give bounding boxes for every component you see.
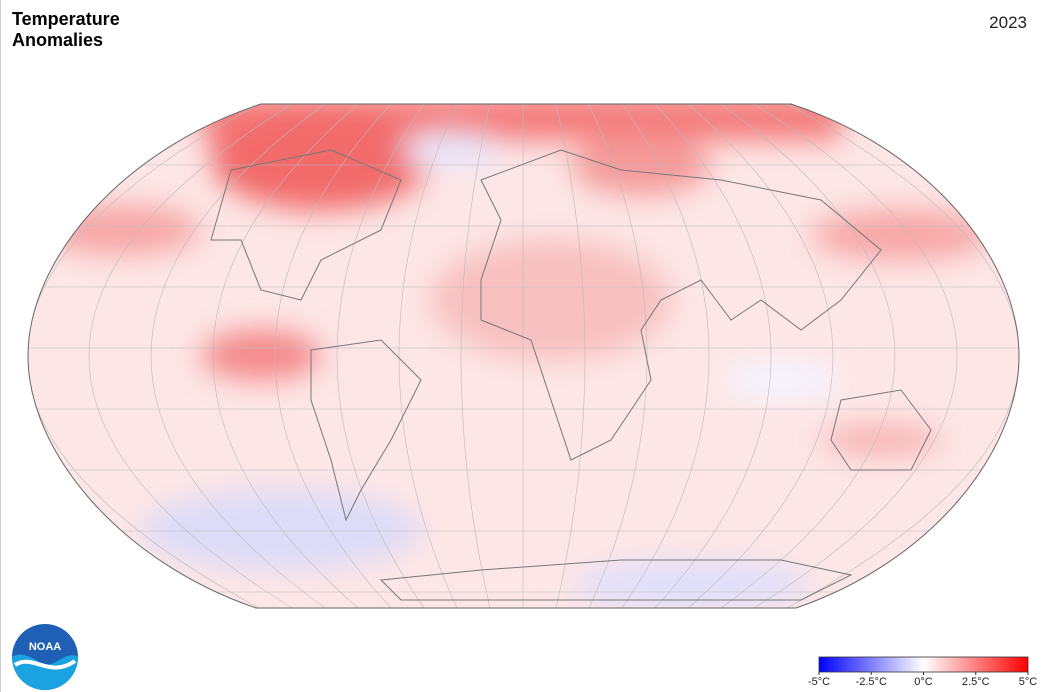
meridian — [398, 104, 458, 608]
meridian — [687, 104, 834, 608]
meridian — [588, 104, 648, 608]
tick-label: 2.5°C — [962, 676, 990, 688]
meridian — [460, 104, 491, 608]
graticule — [28, 104, 1019, 608]
meridian — [28, 104, 260, 608]
tick-label: -5°C — [808, 676, 830, 688]
legend: -5°C -2.5°C 0°C 2.5°C 5°C — [808, 656, 1038, 688]
meridian — [336, 104, 425, 608]
meridian — [654, 104, 772, 608]
continents — [210, 149, 932, 601]
meridian — [150, 104, 326, 608]
meridian — [555, 104, 586, 608]
tick-label: 0°C — [914, 676, 933, 688]
title: Temperature Anomalies — [12, 9, 120, 50]
meridian — [212, 104, 359, 608]
meridian — [753, 104, 958, 608]
colorbar — [818, 656, 1029, 673]
tick-label: 5°C — [1019, 676, 1038, 688]
meridian — [720, 104, 896, 608]
meridian — [786, 104, 1019, 608]
year: 2023 — [989, 13, 1027, 32]
meridian — [274, 104, 392, 608]
meridian — [88, 104, 293, 608]
noaa-logo: NOAA — [12, 624, 78, 690]
logo-text: NOAA — [29, 641, 61, 653]
tick-label: -2.5°C — [856, 676, 887, 688]
anomaly-field — [28, 104, 1019, 608]
